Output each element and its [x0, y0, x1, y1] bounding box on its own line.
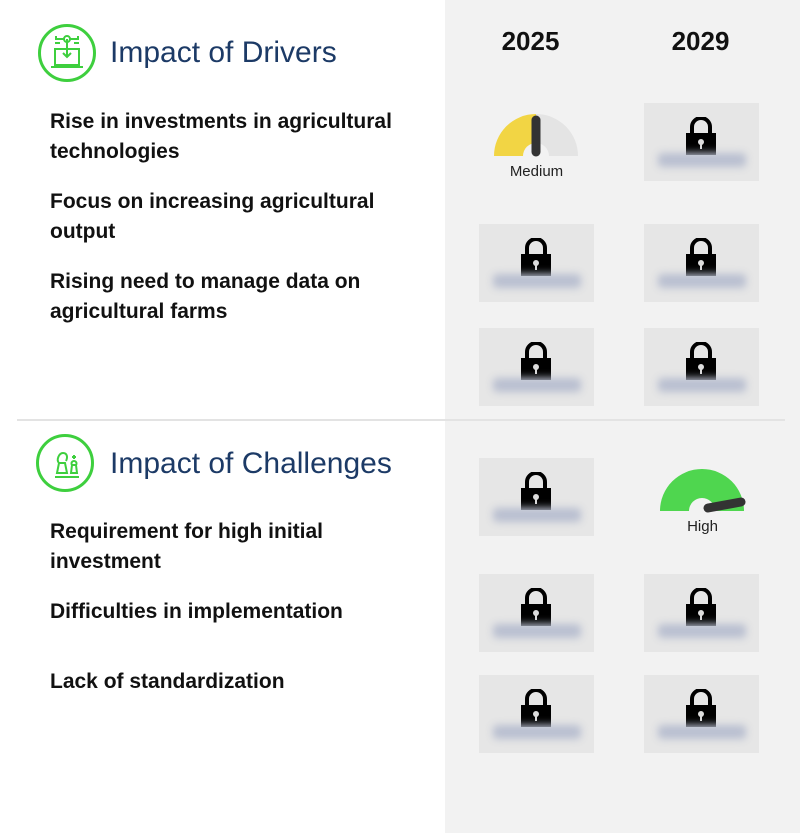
blurred-value — [493, 725, 581, 739]
gauge-label: Medium — [509, 163, 564, 180]
blurred-value — [658, 725, 746, 739]
challenges-title: Impact of Challenges — [110, 447, 392, 480]
year-2025-header: 2025 — [501, 26, 560, 56]
locked-cell[interactable] — [479, 328, 594, 406]
blurred-value — [658, 624, 746, 638]
locked-cell[interactable] — [644, 675, 759, 753]
chess-pieces-icon — [36, 434, 94, 492]
driver-item: Rise in investments in agricultural tech… — [50, 110, 392, 163]
challenge-item: Difficulties in implementation — [50, 600, 343, 623]
blurred-value — [493, 274, 581, 288]
high-gauge: High — [645, 467, 760, 557]
locked-cell[interactable] — [479, 574, 594, 652]
section-divider — [17, 419, 785, 421]
challenge-item: Requirement for high initial investment — [50, 520, 324, 573]
blurred-value — [658, 378, 746, 392]
blurred-value — [493, 378, 581, 392]
year-2029-header: 2029 — [671, 26, 730, 56]
locked-cell[interactable] — [644, 103, 759, 181]
locked-cell[interactable] — [644, 574, 759, 652]
drivers-title: Impact of Drivers — [110, 36, 337, 69]
locked-cell[interactable] — [644, 224, 759, 302]
locked-cell[interactable] — [479, 458, 594, 536]
locked-cell[interactable] — [479, 224, 594, 302]
technology-laptop-icon — [38, 24, 96, 82]
locked-cell[interactable] — [479, 675, 594, 753]
blurred-value — [658, 274, 746, 288]
driver-item: Rising need to manage data on agricultur… — [50, 270, 361, 323]
blurred-value — [493, 508, 581, 522]
medium-gauge: Medium — [479, 112, 594, 202]
driver-item: Focus on increasing agricultural output — [50, 190, 375, 243]
challenge-item: Lack of standardization — [50, 670, 285, 693]
locked-cell[interactable] — [644, 328, 759, 406]
blurred-value — [493, 624, 581, 638]
blurred-value — [658, 153, 746, 167]
gauge-label: High — [687, 518, 718, 535]
